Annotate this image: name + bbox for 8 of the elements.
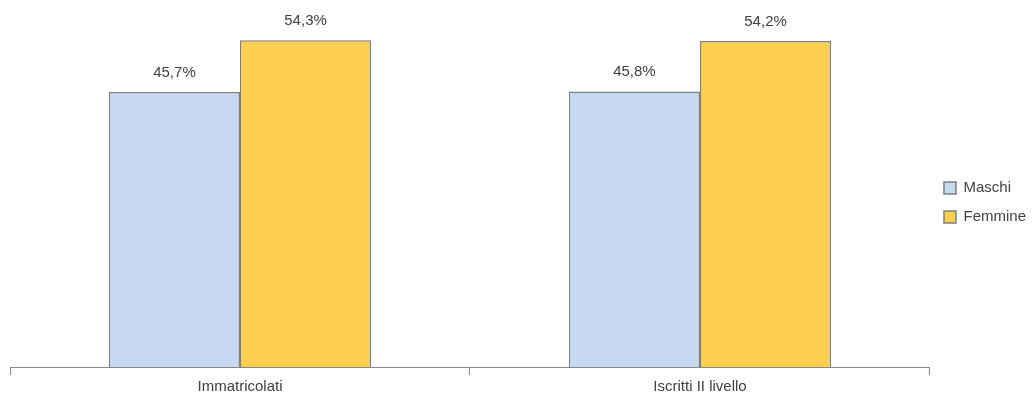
x-tick-label: Immatricolati [197, 377, 283, 395]
data-label: 45,7% [153, 62, 196, 80]
data-label: 54,3% [284, 10, 327, 28]
data-label: 45,8% [613, 62, 656, 80]
legend-label: Maschi [963, 178, 1011, 196]
legend-label: Femmine [963, 207, 1026, 225]
x-tick-label: Iscritti II livello [653, 377, 747, 395]
data-label: 54,2% [744, 11, 787, 29]
